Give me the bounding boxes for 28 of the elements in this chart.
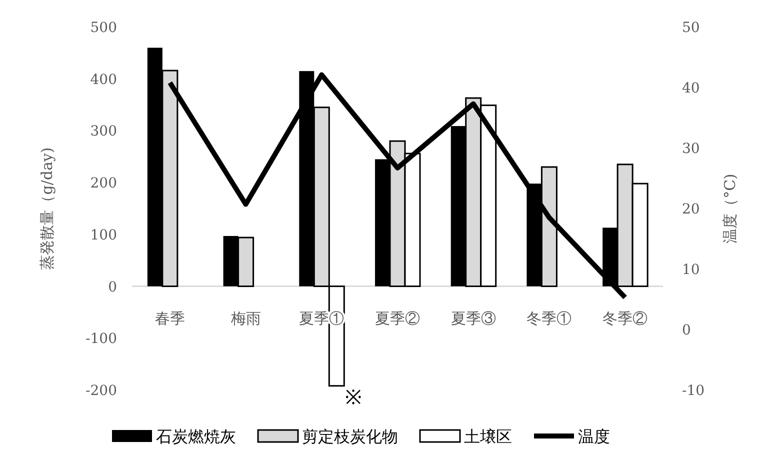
- legend-label: 剪定枝炭化物: [302, 427, 398, 446]
- y2-tick-label: 50: [682, 20, 700, 36]
- y2-tick-label: 30: [682, 141, 700, 157]
- y-tick-label: 100: [90, 227, 117, 244]
- y2-axis-title: 温度（°C): [721, 174, 739, 244]
- y2-tick-label: 0: [682, 322, 691, 338]
- legend-label: 石炭燃焼灰: [156, 427, 236, 446]
- y-tick-label: 400: [90, 72, 117, 88]
- y2-tick-label: 10: [682, 262, 700, 278]
- x-tick-label: 春季: [154, 309, 185, 328]
- y-axis-title: 蒸発散量（g/day): [38, 147, 56, 270]
- legend-label: 土壌区: [464, 427, 512, 446]
- y2-tick-label: 40: [682, 80, 700, 96]
- y2-tick-label: -10: [682, 383, 705, 399]
- y-tick-label: 200: [90, 176, 117, 192]
- x-tick-label: 冬季①: [526, 309, 572, 328]
- y-tick-label: -100: [86, 331, 117, 348]
- x-tick-label: 夏季③: [450, 309, 496, 328]
- x-tick-label: 冬季②: [602, 309, 648, 328]
- y-tick-label: 300: [90, 124, 117, 140]
- x-tick-label: 夏季②: [375, 309, 420, 328]
- y-tick-label: 500: [90, 20, 117, 36]
- y-tick-label: -200: [86, 383, 117, 399]
- annotation: ※: [345, 384, 362, 409]
- y-tick-label: 0: [108, 279, 117, 296]
- y2-tick-label: 20: [682, 202, 700, 218]
- x-tick-label: 梅雨: [230, 309, 261, 328]
- legend-label: 温度: [578, 427, 610, 446]
